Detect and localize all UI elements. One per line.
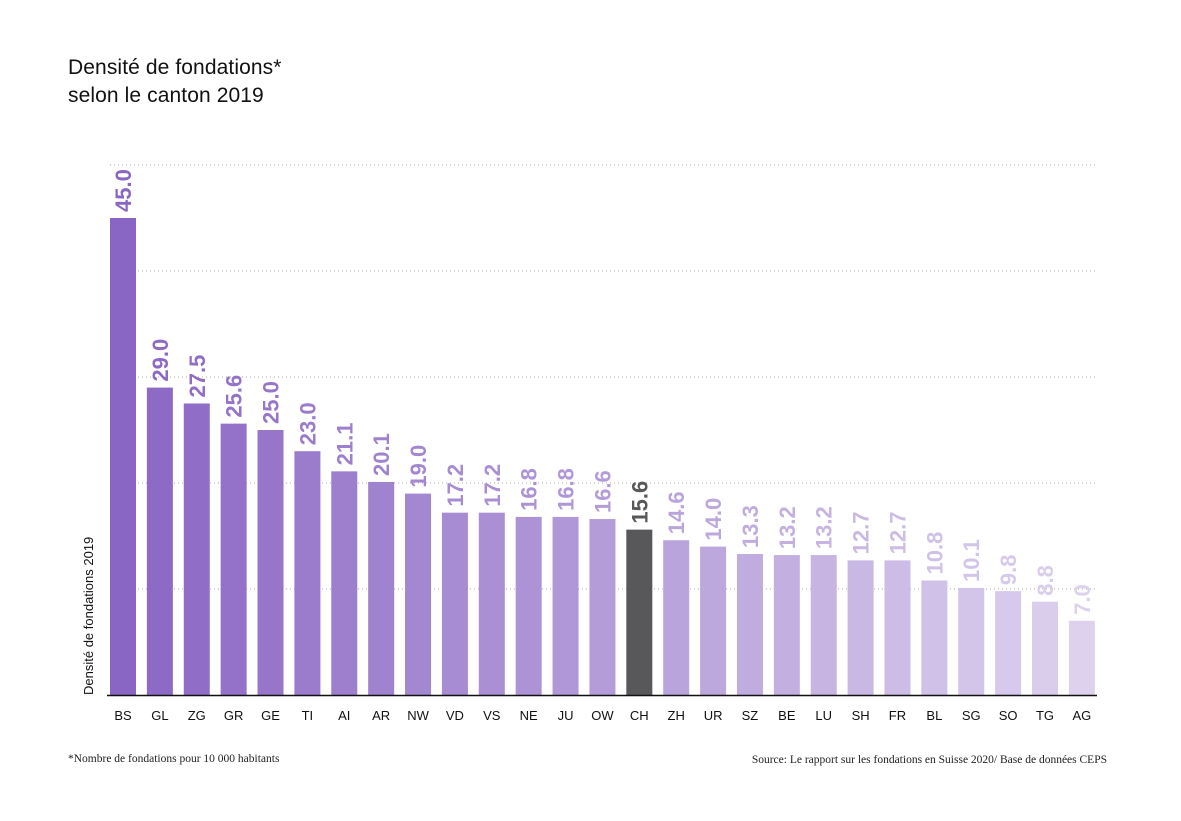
x-tick-so: SO — [999, 708, 1018, 723]
x-tick-vd: VD — [446, 708, 464, 723]
x-tick-ch: CH — [630, 708, 649, 723]
x-tick-sz: SZ — [742, 708, 759, 723]
bar-nw — [405, 493, 432, 695]
bar-vs — [478, 512, 505, 695]
value-label-bs: 45.0 — [111, 169, 136, 212]
value-label-ar: 20.1 — [369, 433, 394, 476]
bar-vd — [441, 512, 468, 695]
source-note: Source: Le rapport sur les fondations en… — [751, 754, 1107, 766]
x-tick-ai: AI — [338, 708, 350, 723]
value-label-ur: 14.0 — [701, 498, 726, 541]
x-tick-ar: AR — [372, 708, 390, 723]
x-tick-bs: BS — [114, 708, 132, 723]
value-label-ag: 7.0 — [1070, 584, 1095, 615]
value-label-bl: 10.8 — [922, 532, 947, 575]
footnote: *Nombre de fondations pour 10 000 habita… — [68, 753, 280, 765]
x-tick-ur: UR — [704, 708, 723, 723]
bar-ag — [1068, 620, 1095, 695]
y-axis-label: Densité de fondations 2019 — [81, 537, 96, 695]
value-label-zh: 14.6 — [664, 491, 689, 534]
value-label-ju: 16.8 — [554, 468, 579, 511]
bar-sh — [847, 560, 874, 695]
value-label-so: 9.8 — [996, 555, 1021, 586]
bar-gl — [146, 387, 173, 695]
bar-bl — [921, 580, 948, 695]
value-label-ai: 21.1 — [332, 423, 357, 466]
value-label-vd: 17.2 — [443, 464, 468, 507]
bar-zh — [663, 540, 690, 695]
x-tick-zg: ZG — [188, 708, 206, 723]
x-tick-ow: OW — [591, 708, 614, 723]
x-tick-gl: GL — [151, 708, 168, 723]
value-label-lu: 13.2 — [812, 506, 837, 549]
bar-ur — [700, 546, 727, 695]
x-tick-sg: SG — [962, 708, 981, 723]
bar-fr — [884, 560, 911, 695]
value-labels: 45.0 29.0 27.5 25.6 25.0 23.0 21.1 20.1 19.0 17.2… — [111, 169, 1095, 615]
x-tick-ne: NE — [520, 708, 538, 723]
x-tick-ti: TI — [302, 708, 314, 723]
value-label-ch: 15.6 — [627, 481, 652, 524]
value-label-sz: 13.3 — [738, 505, 763, 548]
bar-lu — [810, 555, 837, 695]
value-label-fr: 12.7 — [885, 512, 910, 555]
value-label-ge: 25.0 — [259, 381, 284, 424]
chart-title: Densité de fondations* selon le canton 2… — [68, 54, 282, 110]
bar-ti — [294, 451, 321, 695]
value-label-vs: 17.2 — [480, 464, 505, 507]
bars — [110, 218, 1095, 695]
x-tick-lu: LU — [815, 708, 832, 723]
x-tick-sh: SH — [852, 708, 870, 723]
bar-so — [995, 591, 1022, 695]
value-label-ow: 16.6 — [590, 470, 615, 513]
value-label-gl: 29.0 — [148, 339, 173, 382]
bar-tg — [1032, 601, 1058, 695]
x-tick-fr: FR — [889, 708, 906, 723]
bar-ar — [368, 481, 395, 695]
bar-ju — [552, 516, 579, 695]
value-label-sh: 12.7 — [849, 512, 874, 555]
x-tick-gr: GR — [224, 708, 244, 723]
bar-zg — [183, 403, 210, 695]
bar-ne — [515, 516, 542, 695]
bar-ow — [589, 519, 616, 695]
value-label-zg: 27.5 — [185, 355, 210, 398]
bar-ai — [331, 471, 358, 695]
bar-sz — [736, 554, 763, 695]
bar-ge — [257, 430, 284, 695]
x-tick-ge: GE — [261, 708, 280, 723]
x-tick-ju: JU — [558, 708, 574, 723]
x-tick-ag: AG — [1072, 708, 1091, 723]
value-label-nw: 19.0 — [406, 445, 431, 488]
value-label-tg: 8.8 — [1033, 565, 1058, 596]
bar-sg — [958, 587, 985, 695]
x-tick-bl: BL — [926, 708, 942, 723]
x-tick-tg: TG — [1036, 708, 1054, 723]
x-tick-zh: ZH — [668, 708, 685, 723]
chart-title-line1: Densité de fondations* — [68, 56, 282, 79]
x-tick-labels: BS GL ZG GR GE TI AI AR NW VD VS NE JU OW CH ZH UR SZ BE LU… — [114, 708, 1091, 723]
bar-bs — [110, 218, 136, 695]
x-tick-nw: NW — [407, 708, 429, 723]
x-tick-be: BE — [778, 708, 796, 723]
value-label-ne: 16.8 — [517, 468, 542, 511]
chart-title-line2: selon le canton 2019 — [68, 84, 264, 107]
bar-gr — [220, 423, 247, 695]
value-label-gr: 25.6 — [222, 375, 247, 418]
value-label-sg: 10.1 — [959, 539, 984, 582]
bar-be — [773, 555, 800, 695]
value-label-be: 13.2 — [775, 506, 800, 549]
x-tick-vs: VS — [483, 708, 501, 723]
value-label-ti: 23.0 — [295, 402, 320, 445]
bar-ch — [626, 529, 653, 695]
